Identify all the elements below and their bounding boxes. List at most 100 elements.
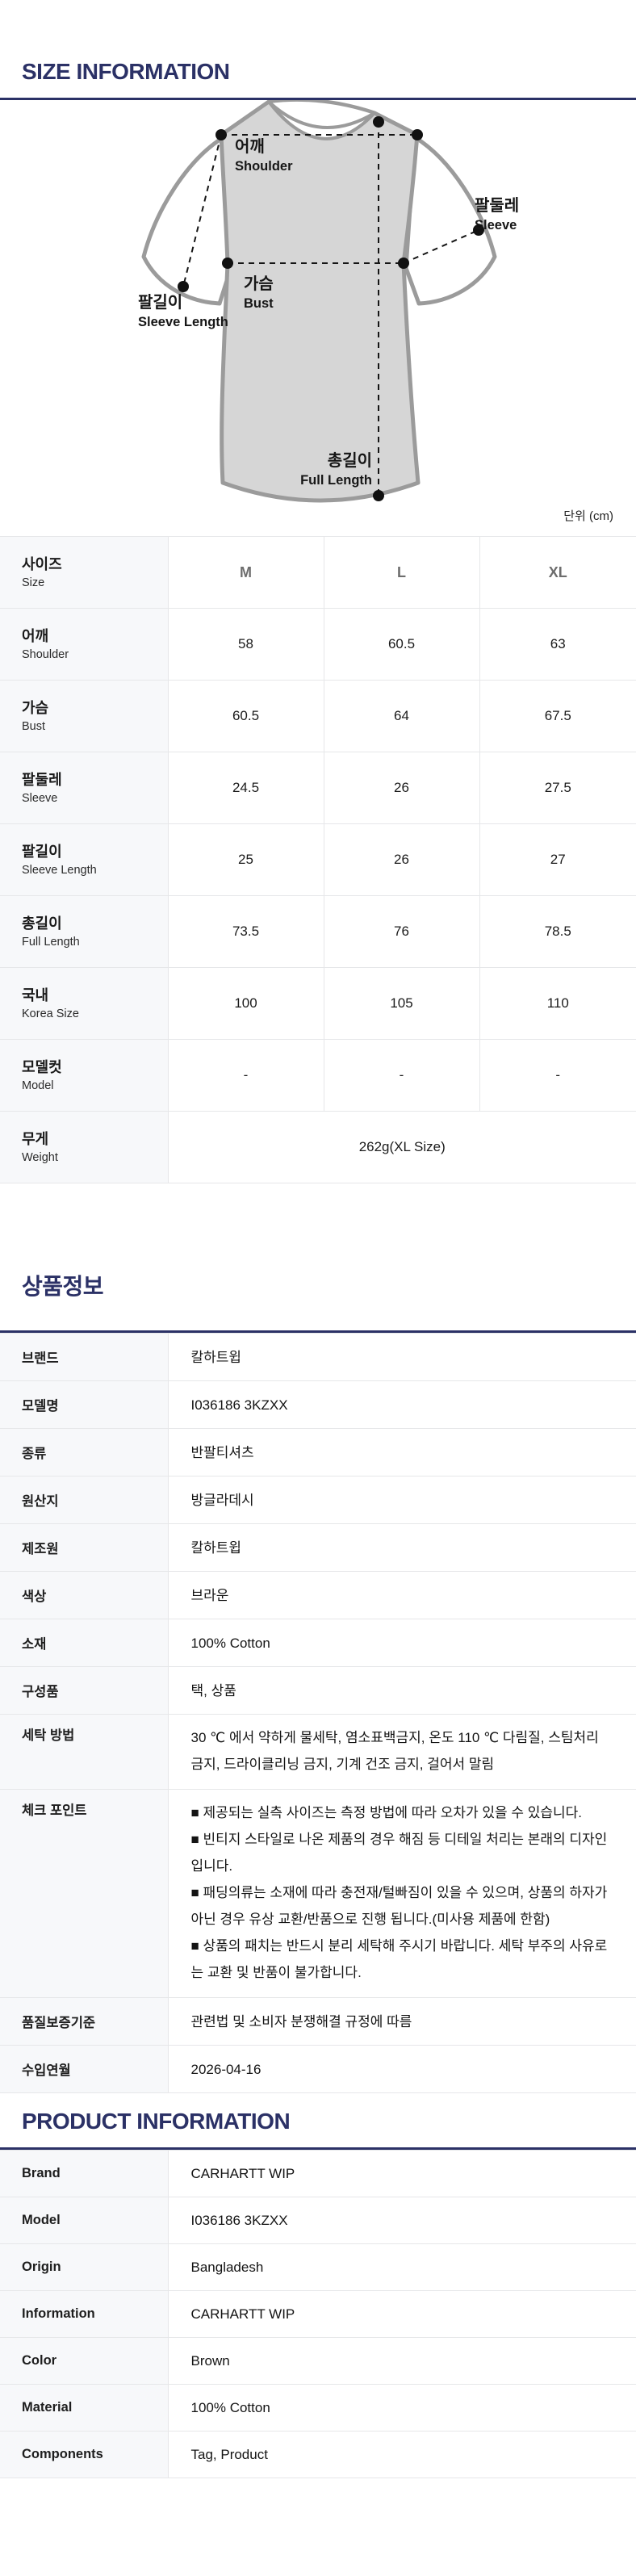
size-table: 사이즈 Size M L XL 어깨 Shoulder 58 60.5 63 가… <box>0 536 636 1183</box>
row-value: 방글라데시 <box>168 1476 636 1524</box>
row-label: Origin <box>0 2243 169 2291</box>
table-row-washing: 세탁 방법 30 ℃ 에서 약하게 물세탁, 염소표백금지, 온도 110 ℃ … <box>0 1714 636 1790</box>
row-header: 가슴 Bust <box>0 680 169 752</box>
product-info-kr-table: 브랜드 칼하트윕 모델명 I036186 3KZXX 종류 반팔티셔츠 원산지 … <box>0 1333 636 2093</box>
row-value: 2026-04-16 <box>168 2045 636 2093</box>
row-value: 관련법 및 소비자 분쟁해결 규정에 따름 <box>168 1997 636 2046</box>
row-label: 모델명 <box>0 1380 169 1429</box>
cell: 73.5 <box>168 895 324 968</box>
table-row: Color Brown <box>0 2337 636 2385</box>
table-row: Material 100% Cotton <box>0 2384 636 2431</box>
check-point-item: ■ 패딩의류는 소재에 따라 충전재/털빠짐이 있을 수 있으며, 상품의 하자… <box>190 1885 608 1927</box>
table-row-weight: 무게 Weight 262g(XL Size) <box>0 1111 636 1183</box>
table-row: Origin Bangladesh <box>0 2243 636 2291</box>
size-col-xl: XL <box>479 536 636 609</box>
row-label: 제조원 <box>0 1523 169 1572</box>
row-label: Color <box>0 2337 169 2385</box>
row-value: 100% Cotton <box>168 1619 636 1667</box>
diagram-label-full-length: 총길이 Full Length <box>300 452 372 488</box>
row-value: 30 ℃ 에서 약하게 물세탁, 염소표백금지, 온도 110 ℃ 다림질, 스… <box>168 1714 636 1790</box>
row-value: 칼하트윕 <box>168 1523 636 1572</box>
row-value: 칼하트윕 <box>168 1333 636 1381</box>
row-value: Brown <box>168 2337 636 2385</box>
row-header: 팔길이 Sleeve Length <box>0 823 169 896</box>
size-col-l: L <box>324 536 480 609</box>
check-point-item: ■ 상품의 패치는 반드시 분리 세탁해 주시기 바랍니다. 세탁 부주의 사유… <box>190 1938 608 1980</box>
row-value: 택, 상품 <box>168 1666 636 1715</box>
row-header: 총길이 Full Length <box>0 895 169 968</box>
row-label: 종류 <box>0 1428 169 1476</box>
check-point-item: ■ 빈티지 스타일로 나온 제품의 경우 해짐 등 디테일 처리는 본래의 디자… <box>190 1832 608 1874</box>
row-label: 품질보증기준 <box>0 1997 169 2046</box>
table-row: 제조원 칼하트윕 <box>0 1523 636 1572</box>
cell: 58 <box>168 608 324 681</box>
cell: 24.5 <box>168 752 324 824</box>
cell: - <box>324 1039 480 1112</box>
table-row: 브랜드 칼하트윕 <box>0 1333 636 1381</box>
row-label: 체크 포인트 <box>0 1789 169 1998</box>
bottom-spacer <box>0 2478 636 2542</box>
row-value: 100% Cotton <box>168 2384 636 2431</box>
table-row: Model I036186 3KZXX <box>0 2197 636 2244</box>
table-row: 수입연월 2026-04-16 <box>0 2045 636 2093</box>
product-detail-page: SIZE INFORMATION <box>0 59 636 2542</box>
table-row: 모델컷 Model - - - <box>0 1039 636 1112</box>
diagram-label-bust: 가슴 Bust <box>244 275 274 311</box>
cell: - <box>479 1039 636 1112</box>
row-value: Bangladesh <box>168 2243 636 2291</box>
table-row: 종류 반팔티셔츠 <box>0 1428 636 1476</box>
cell: 60.5 <box>168 680 324 752</box>
row-label: 세탁 방법 <box>0 1714 169 1790</box>
row-value: I036186 3KZXX <box>168 2197 636 2244</box>
row-value: 반팔티셔츠 <box>168 1428 636 1476</box>
row-label: 소재 <box>0 1619 169 1667</box>
tshirt-graphic <box>141 100 497 503</box>
row-label: 원산지 <box>0 1476 169 1524</box>
table-row: 팔길이 Sleeve Length 25 26 27 <box>0 823 636 896</box>
row-label: Components <box>0 2431 169 2478</box>
row-value: Tag, Product <box>168 2431 636 2478</box>
table-row: Components Tag, Product <box>0 2431 636 2478</box>
diagram-label-sleeve: 팔둘레 Sleeve <box>475 197 520 232</box>
row-label: 색상 <box>0 1571 169 1619</box>
table-row: 색상 브라운 <box>0 1571 636 1619</box>
row-header: 어깨 Shoulder <box>0 608 169 681</box>
product-info-en-title: PRODUCT INFORMATION <box>22 2109 291 2134</box>
table-row: 어깨 Shoulder 58 60.5 63 <box>0 608 636 681</box>
table-row: 가슴 Bust 60.5 64 67.5 <box>0 680 636 752</box>
cell: 26 <box>324 752 480 824</box>
table-row: Brand CARHARTT WIP <box>0 2150 636 2197</box>
row-label: Model <box>0 2197 169 2244</box>
row-header: 무게 Weight <box>0 1111 169 1183</box>
table-row: 총길이 Full Length 73.5 76 78.5 <box>0 895 636 968</box>
table-row: 원산지 방글라데시 <box>0 1476 636 1524</box>
cell: 60.5 <box>324 608 480 681</box>
cell: 100 <box>168 967 324 1040</box>
section-divider <box>0 2147 636 2150</box>
row-value: ■ 제공되는 실측 사이즈는 측정 방법에 따라 오차가 있을 수 있습니다. … <box>168 1789 636 1998</box>
row-label: 구성품 <box>0 1666 169 1715</box>
size-col-m: M <box>168 536 324 609</box>
row-value: CARHARTT WIP <box>168 2290 636 2338</box>
diagram-label-shoulder: 어깨 Shoulder <box>235 138 293 174</box>
product-info-en-table: Brand CARHARTT WIP Model I036186 3KZXX O… <box>0 2150 636 2478</box>
cell: 26 <box>324 823 480 896</box>
row-label: 브랜드 <box>0 1333 169 1381</box>
weight-value: 262g(XL Size) <box>168 1111 636 1183</box>
cell: 64 <box>324 680 480 752</box>
product-info-kr-title: 상품정보 <box>22 1274 104 1299</box>
table-row: 모델명 I036186 3KZXX <box>0 1380 636 1429</box>
cell: 27 <box>479 823 636 896</box>
check-point-item: ■ 제공되는 실측 사이즈는 측정 방법에 따라 오차가 있을 수 있습니다. <box>190 1805 583 1820</box>
row-label: Material <box>0 2384 169 2431</box>
section-divider <box>0 98 636 100</box>
cell: 76 <box>324 895 480 968</box>
cell: 67.5 <box>479 680 636 752</box>
row-value: 브라운 <box>168 1571 636 1619</box>
cell: 110 <box>479 967 636 1040</box>
diagram-label-sleeve-length: 팔길이 Sleeve Length <box>138 294 228 329</box>
cell: 63 <box>479 608 636 681</box>
table-row: Information CARHARTT WIP <box>0 2290 636 2338</box>
row-value: CARHARTT WIP <box>168 2150 636 2197</box>
section-divider <box>0 1330 636 1333</box>
